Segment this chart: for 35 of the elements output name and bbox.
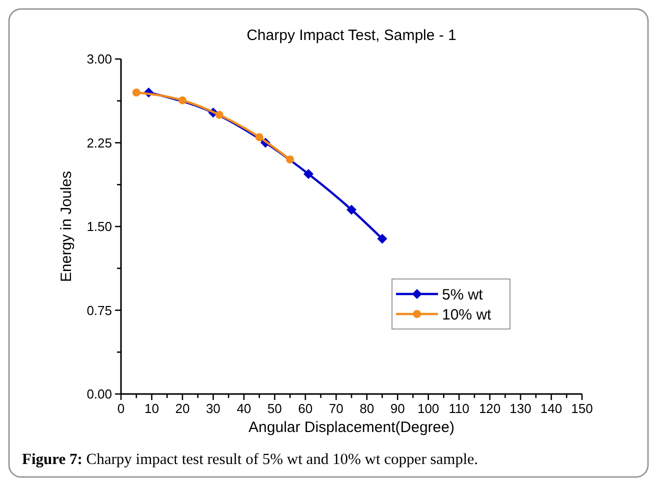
point bbox=[215, 110, 224, 119]
x-tick-label: 90 bbox=[390, 401, 405, 416]
x-tick-label: 110 bbox=[448, 401, 470, 416]
legend-label: 10% wt bbox=[442, 306, 492, 324]
x-tick-label: 150 bbox=[571, 401, 593, 416]
caption: Figure 7: Charpy impact test result of 5% wt and 10% wt copper sample. bbox=[22, 451, 478, 468]
point bbox=[255, 133, 264, 142]
x-tick-label: 0 bbox=[117, 401, 125, 416]
y-tick-label: 0.00 bbox=[86, 386, 112, 402]
point bbox=[303, 169, 314, 180]
x-tick-label: 30 bbox=[206, 401, 220, 416]
x-tick-label: 130 bbox=[510, 401, 532, 416]
x-tick-label: 140 bbox=[540, 401, 562, 416]
y-tick-label: 1.50 bbox=[86, 219, 112, 234]
y-tick-label: 3.00 bbox=[86, 52, 112, 67]
y-axis-title: Energy in Joules bbox=[58, 171, 75, 282]
point bbox=[286, 156, 294, 164]
x-axis-title: Angular Displacement(Degree) bbox=[248, 419, 454, 436]
legend-label: 5% wt bbox=[442, 286, 484, 304]
point bbox=[132, 88, 140, 96]
x-tick-label: 100 bbox=[417, 401, 440, 416]
x-tick-label: 80 bbox=[360, 401, 374, 416]
y-tick-label: 0.75 bbox=[86, 302, 112, 318]
point bbox=[178, 96, 186, 104]
x-tick-label: 70 bbox=[328, 401, 344, 416]
point bbox=[377, 234, 388, 244]
x-tick-label: 120 bbox=[478, 401, 501, 416]
x-tick-label: 50 bbox=[267, 401, 282, 416]
x-tick-label: 40 bbox=[236, 401, 252, 416]
x-tick-label: 10 bbox=[144, 401, 159, 416]
y-tick-label: 2.25 bbox=[86, 135, 112, 150]
x-tick-label: 20 bbox=[175, 401, 190, 416]
chart-title: Charpy Impact Test, Sample - 1 bbox=[246, 27, 456, 44]
x-tick-label: 60 bbox=[298, 401, 313, 416]
point bbox=[346, 204, 356, 215]
